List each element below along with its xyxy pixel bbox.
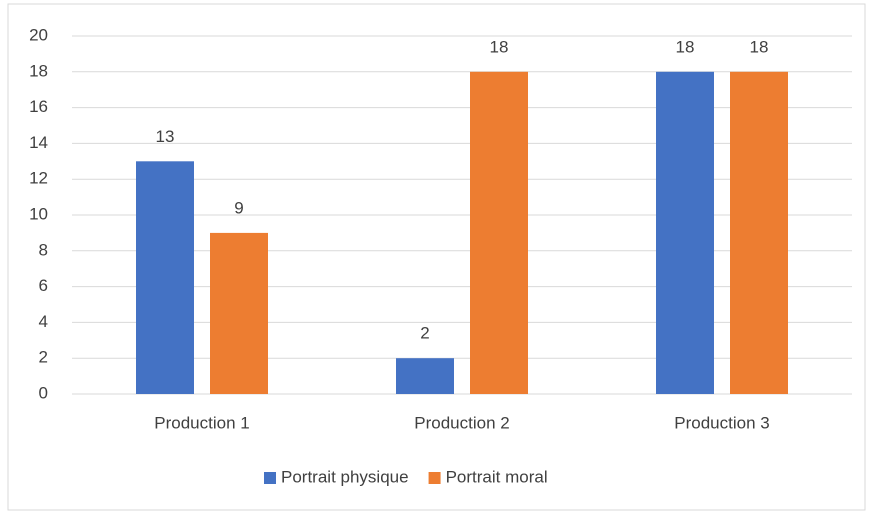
bar [656, 71, 714, 395]
data-label: 2 [420, 324, 429, 343]
x-tick-label: Production 3 [674, 413, 769, 432]
y-tick-label: 20 [29, 25, 48, 44]
bar [396, 358, 454, 394]
y-tick-label: 14 [29, 133, 48, 152]
y-tick-label: 6 [39, 276, 48, 295]
y-tick-label: 8 [39, 240, 48, 259]
bar [730, 71, 788, 395]
bar [210, 232, 268, 394]
x-tick-label: Production 1 [154, 413, 249, 432]
data-label: 18 [750, 37, 769, 56]
legend-label: Portrait moral [446, 467, 548, 486]
y-tick-label: 10 [29, 204, 48, 223]
y-tick-label: 0 [39, 383, 48, 402]
legend-swatch [428, 472, 441, 484]
x-tick-label: Production 2 [414, 413, 509, 432]
y-tick-label: 2 [39, 348, 48, 367]
bar [136, 161, 194, 394]
y-tick-label: 12 [29, 169, 48, 188]
y-tick-label: 4 [39, 312, 48, 331]
data-label: 13 [156, 127, 175, 146]
legend-label: Portrait physique [281, 467, 409, 486]
legend-swatch [264, 472, 276, 484]
y-tick-label: 18 [29, 61, 48, 80]
data-label: 18 [676, 37, 695, 56]
data-label: 18 [490, 37, 509, 56]
y-tick-label: 16 [29, 97, 48, 116]
data-label: 9 [234, 198, 243, 217]
bar [470, 71, 528, 395]
